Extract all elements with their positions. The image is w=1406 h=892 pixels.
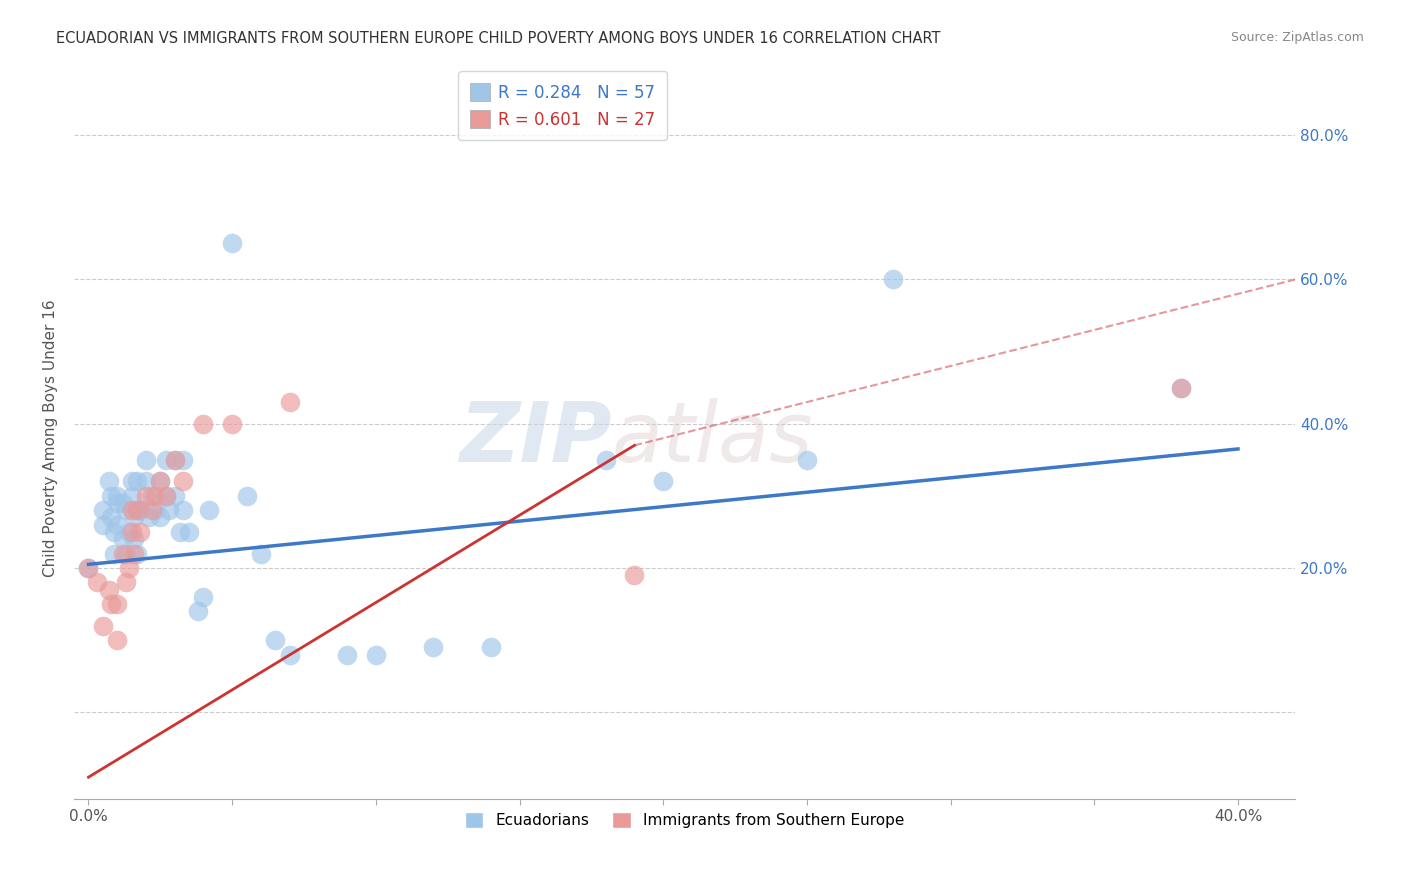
Point: [105, 496, 128, 510]
Point: [364, 648, 387, 662]
Point: [172, 503, 194, 517]
Point: [77, 561, 100, 575]
Point: [91, 517, 114, 532]
Point: [138, 510, 160, 524]
Point: [129, 503, 152, 517]
Point: [105, 633, 128, 648]
Point: [172, 475, 194, 489]
Point: [105, 517, 128, 532]
Y-axis label: Child Poverty Among Boys Under 16: Child Poverty Among Boys Under 16: [44, 300, 58, 577]
Point: [86, 575, 108, 590]
Point: [100, 510, 122, 524]
Point: [193, 417, 215, 431]
Point: [187, 604, 209, 618]
Point: [221, 236, 243, 251]
Point: [264, 633, 287, 648]
Point: [595, 452, 617, 467]
Text: Source: ZipAtlas.com: Source: ZipAtlas.com: [1230, 31, 1364, 45]
Point: [111, 496, 134, 510]
Point: [114, 575, 136, 590]
Point: [124, 510, 146, 524]
Text: ZIP: ZIP: [458, 398, 612, 479]
Point: [105, 597, 128, 611]
Point: [336, 648, 359, 662]
Point: [100, 489, 122, 503]
Point: [121, 475, 143, 489]
Point: [97, 475, 120, 489]
Point: [121, 524, 143, 539]
Point: [135, 452, 157, 467]
Text: atlas: atlas: [612, 398, 813, 479]
Point: [422, 640, 444, 655]
Legend: Ecuadorians, Immigrants from Southern Europe: Ecuadorians, Immigrants from Southern Eu…: [458, 806, 911, 835]
Point: [221, 417, 243, 431]
Point: [157, 503, 180, 517]
Point: [149, 475, 172, 489]
Point: [135, 475, 157, 489]
Point: [118, 524, 141, 539]
Point: [250, 547, 273, 561]
Point: [77, 561, 100, 575]
Point: [882, 272, 904, 286]
Point: [127, 475, 149, 489]
Point: [111, 547, 134, 561]
Point: [278, 648, 301, 662]
Point: [1170, 381, 1192, 395]
Point: [479, 640, 502, 655]
Point: [124, 547, 146, 561]
Point: [155, 489, 177, 503]
Point: [143, 489, 166, 503]
Point: [623, 568, 645, 582]
Point: [155, 452, 177, 467]
Point: [114, 547, 136, 561]
Point: [124, 532, 146, 546]
Point: [103, 547, 125, 561]
Point: [129, 524, 152, 539]
Point: [141, 503, 163, 517]
Text: ECUADORIAN VS IMMIGRANTS FROM SOUTHERN EUROPE CHILD POVERTY AMONG BOYS UNDER 16 : ECUADORIAN VS IMMIGRANTS FROM SOUTHERN E…: [56, 31, 941, 46]
Point: [1170, 381, 1192, 395]
Point: [172, 452, 194, 467]
Point: [235, 489, 257, 503]
Point: [121, 503, 143, 517]
Point: [163, 452, 186, 467]
Point: [278, 395, 301, 409]
Point: [163, 489, 186, 503]
Point: [129, 503, 152, 517]
Point: [127, 547, 149, 561]
Point: [91, 618, 114, 632]
Point: [100, 597, 122, 611]
Point: [193, 590, 215, 604]
Point: [198, 503, 221, 517]
Point: [177, 524, 200, 539]
Point: [91, 503, 114, 517]
Point: [135, 489, 157, 503]
Point: [163, 452, 186, 467]
Point: [121, 489, 143, 503]
Point: [169, 524, 191, 539]
Point: [143, 503, 166, 517]
Point: [796, 452, 818, 467]
Point: [105, 489, 128, 503]
Point: [114, 503, 136, 517]
Point: [97, 582, 120, 597]
Point: [652, 475, 675, 489]
Point: [149, 475, 172, 489]
Point: [103, 524, 125, 539]
Point: [149, 510, 172, 524]
Point: [127, 503, 149, 517]
Point: [111, 532, 134, 546]
Point: [118, 561, 141, 575]
Point: [141, 489, 163, 503]
Point: [155, 489, 177, 503]
